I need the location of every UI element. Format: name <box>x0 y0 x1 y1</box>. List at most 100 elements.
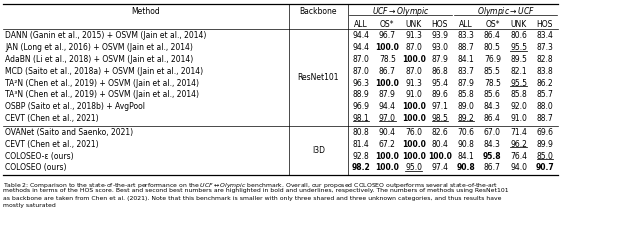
Text: 71.4: 71.4 <box>510 127 527 136</box>
Text: 87.3: 87.3 <box>536 43 554 52</box>
Text: 89.0: 89.0 <box>458 102 475 111</box>
Text: 67.2: 67.2 <box>379 139 396 148</box>
Text: 100.0: 100.0 <box>402 113 426 122</box>
Text: 94.4: 94.4 <box>379 102 396 111</box>
Text: 100.0: 100.0 <box>402 151 426 160</box>
Text: 100.0: 100.0 <box>376 78 399 87</box>
Text: 89.5: 89.5 <box>510 55 527 64</box>
Text: 96.9: 96.9 <box>353 102 370 111</box>
Text: 92.0: 92.0 <box>510 102 527 111</box>
Text: 91.3: 91.3 <box>405 31 422 40</box>
Text: 85.8: 85.8 <box>458 90 474 99</box>
Text: 97.1: 97.1 <box>431 102 448 111</box>
Text: UNK: UNK <box>511 20 527 29</box>
Text: $UCF{\rightarrow}Olympic$: $UCF{\rightarrow}Olympic$ <box>372 5 429 18</box>
Text: MCD (Saito et al., 2018a) + OSVM (Jain et al., 2014): MCD (Saito et al., 2018a) + OSVM (Jain e… <box>5 67 203 75</box>
Text: 95.5: 95.5 <box>510 43 527 52</box>
Text: 95.0: 95.0 <box>405 163 422 171</box>
Text: 90.4: 90.4 <box>379 127 396 136</box>
Text: 90.8: 90.8 <box>457 163 476 171</box>
Text: 84.1: 84.1 <box>458 151 474 160</box>
Text: HOS: HOS <box>432 20 448 29</box>
Text: Table 2: Comparison to the state-of-the-art performance on the $\mathit{UCF}$$\m: Table 2: Comparison to the state-of-the-… <box>3 180 499 189</box>
Text: 85.6: 85.6 <box>484 90 501 99</box>
Text: 89.9: 89.9 <box>536 139 554 148</box>
Text: 87.0: 87.0 <box>405 67 422 75</box>
Text: 84.3: 84.3 <box>484 102 501 111</box>
Text: 100.0: 100.0 <box>402 102 426 111</box>
Text: 100.0: 100.0 <box>428 151 452 160</box>
Text: COLOSEO (ours): COLOSEO (ours) <box>5 163 67 171</box>
Text: 95.4: 95.4 <box>431 78 449 87</box>
Text: OSBP (Saito et al., 2018b) + AvgPool: OSBP (Saito et al., 2018b) + AvgPool <box>5 102 145 111</box>
Text: 87.0: 87.0 <box>405 43 422 52</box>
Text: 85.0: 85.0 <box>536 151 554 160</box>
Text: as backbone are taken from Chen et al. (2021). Note that this benchmark is small: as backbone are taken from Chen et al. (… <box>3 195 502 200</box>
Text: 76.4: 76.4 <box>510 151 527 160</box>
Text: 87.9: 87.9 <box>458 78 475 87</box>
Text: TA²N (Chen et al., 2019) + OSVM (Jain et al., 2014): TA²N (Chen et al., 2019) + OSVM (Jain et… <box>5 78 199 87</box>
Text: 86.4: 86.4 <box>484 31 501 40</box>
Text: 93.0: 93.0 <box>431 43 449 52</box>
Text: 86.8: 86.8 <box>431 67 448 75</box>
Text: 97.0: 97.0 <box>379 113 396 122</box>
Text: 91.3: 91.3 <box>405 78 422 87</box>
Text: 100.0: 100.0 <box>376 163 399 171</box>
Text: 83.3: 83.3 <box>458 31 475 40</box>
Text: COLOSEO-ε (ours): COLOSEO-ε (ours) <box>5 151 74 160</box>
Text: 97.4: 97.4 <box>431 163 449 171</box>
Text: 94.4: 94.4 <box>353 43 370 52</box>
Text: 89.2: 89.2 <box>458 113 474 122</box>
Text: 95.8: 95.8 <box>483 151 502 160</box>
Text: 96.3: 96.3 <box>353 78 370 87</box>
Text: $Olympic{\rightarrow}UCF$: $Olympic{\rightarrow}UCF$ <box>477 5 534 18</box>
Text: 90.8: 90.8 <box>458 139 475 148</box>
Text: 91.0: 91.0 <box>510 113 527 122</box>
Text: OVANet (Saito and Saenko, 2021): OVANet (Saito and Saenko, 2021) <box>5 127 133 136</box>
Text: CEVT (Chen et al., 2021): CEVT (Chen et al., 2021) <box>5 113 99 122</box>
Text: 70.6: 70.6 <box>458 127 475 136</box>
Text: 80.6: 80.6 <box>510 31 527 40</box>
Text: 82.8: 82.8 <box>536 55 553 64</box>
Text: 88.9: 88.9 <box>353 90 369 99</box>
Text: 85.7: 85.7 <box>536 90 554 99</box>
Text: UNK: UNK <box>406 20 422 29</box>
Text: AdaBN (Li et al., 2018) + OSVM (Jain et al., 2014): AdaBN (Li et al., 2018) + OSVM (Jain et … <box>5 55 193 64</box>
Text: 85.5: 85.5 <box>484 67 501 75</box>
Text: 81.4: 81.4 <box>353 139 369 148</box>
Text: 84.1: 84.1 <box>458 55 474 64</box>
Text: mostly saturated: mostly saturated <box>3 202 56 207</box>
Text: 78.5: 78.5 <box>379 55 396 64</box>
Text: 76.0: 76.0 <box>405 127 422 136</box>
Text: 87.0: 87.0 <box>353 55 369 64</box>
Text: 82.1: 82.1 <box>510 67 527 75</box>
Text: 94.4: 94.4 <box>353 31 370 40</box>
Text: 80.5: 80.5 <box>484 43 501 52</box>
Text: 87.9: 87.9 <box>379 90 396 99</box>
Text: 100.0: 100.0 <box>376 151 399 160</box>
Text: DANN (Ganin et al., 2015) + OSVM (Jain et al., 2014): DANN (Ganin et al., 2015) + OSVM (Jain e… <box>5 31 206 40</box>
Text: HOS: HOS <box>537 20 553 29</box>
Text: 96.2: 96.2 <box>510 139 527 148</box>
Text: 86.7: 86.7 <box>379 67 396 75</box>
Text: 80.8: 80.8 <box>353 127 369 136</box>
Text: 86.4: 86.4 <box>484 113 501 122</box>
Text: 100.0: 100.0 <box>402 55 426 64</box>
Text: 76.9: 76.9 <box>484 55 501 64</box>
Text: methods in terms of the HOS score. Best and second best numbers are highlighted : methods in terms of the HOS score. Best … <box>3 187 509 193</box>
Text: 80.4: 80.4 <box>431 139 448 148</box>
Text: ALL: ALL <box>460 20 473 29</box>
Text: 67.0: 67.0 <box>484 127 501 136</box>
Text: 88.7: 88.7 <box>536 113 553 122</box>
Text: 87.9: 87.9 <box>431 55 448 64</box>
Text: 78.5: 78.5 <box>484 78 501 87</box>
Text: 89.6: 89.6 <box>431 90 448 99</box>
Text: 95.5: 95.5 <box>510 78 527 87</box>
Text: Backbone: Backbone <box>300 7 337 16</box>
Text: CEVT (Chen et al., 2021): CEVT (Chen et al., 2021) <box>5 139 99 148</box>
Text: 94.0: 94.0 <box>510 163 527 171</box>
Text: 82.6: 82.6 <box>431 127 448 136</box>
Text: 98.5: 98.5 <box>431 113 448 122</box>
Text: 83.7: 83.7 <box>458 67 475 75</box>
Text: 87.0: 87.0 <box>353 67 369 75</box>
